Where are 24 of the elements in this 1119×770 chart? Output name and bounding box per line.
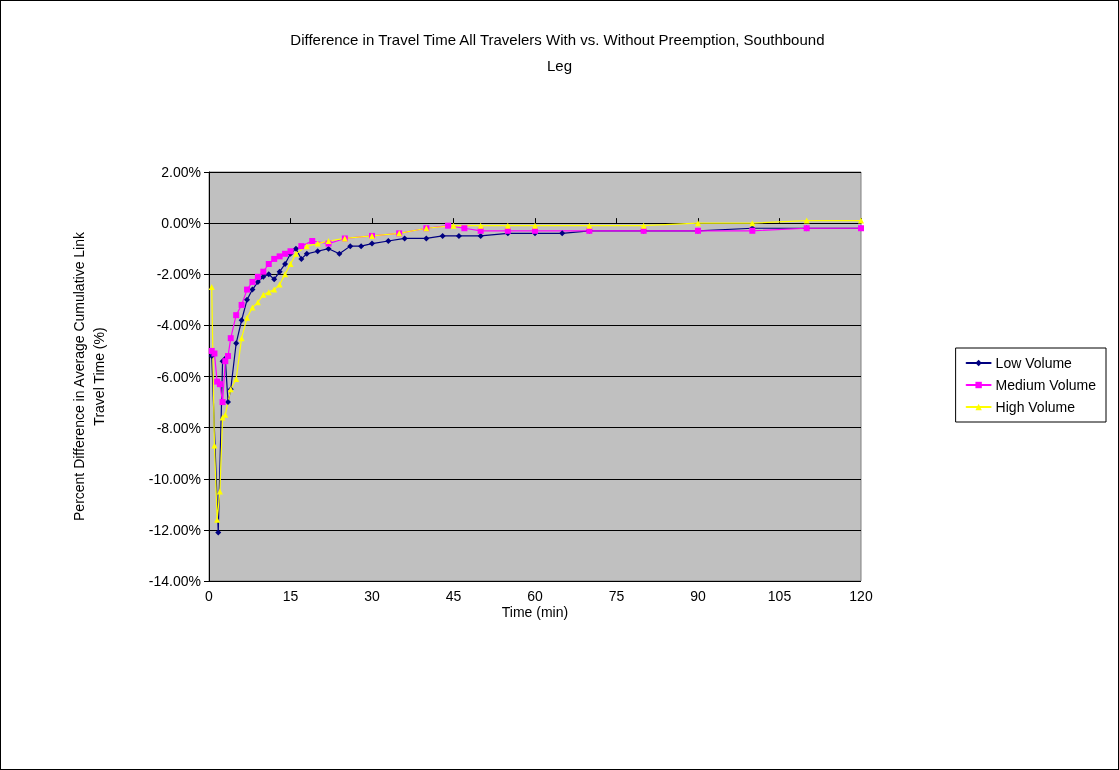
legend-label: Medium Volume [995,377,1097,393]
x-tick-label: 90 [690,588,706,604]
y-tick-label: -2.00% [156,266,201,283]
x-axis-title: Time (min) [501,604,569,620]
y-tick-label: 0.00% [161,215,201,232]
y-axis-title: Percent Difference in Average Cumulative Link Travel Time (%) [71,231,107,521]
y-tick-label: 2.00% [161,164,201,180]
y-tick-label: -10.00% [148,470,201,487]
legend-label: Low Volume [995,355,1073,371]
y-tick-label: -8.00% [156,419,201,436]
x-tick-label: 120 [849,588,873,604]
x-tick-label: 45 [445,588,462,604]
y-tick-label: -4.00% [156,317,201,334]
x-tick-label: 0 [205,588,214,604]
x-tick-label: 75 [608,588,625,604]
y-tick-label: -14.00% [148,573,201,589]
x-tick-label: 60 [527,588,543,604]
chart-title: Difference in Travel Time All Travelers With vs. Without Preemption, Southbound Leg [290,30,829,74]
legend-label: High Volume [995,399,1076,415]
y-tick-label: -6.00% [156,368,201,385]
y-tick-label: -12.00% [148,521,201,538]
x-tick-label: 15 [282,588,299,604]
x-tick-label: 30 [364,588,380,604]
x-tick-label: 105 [767,588,792,604]
